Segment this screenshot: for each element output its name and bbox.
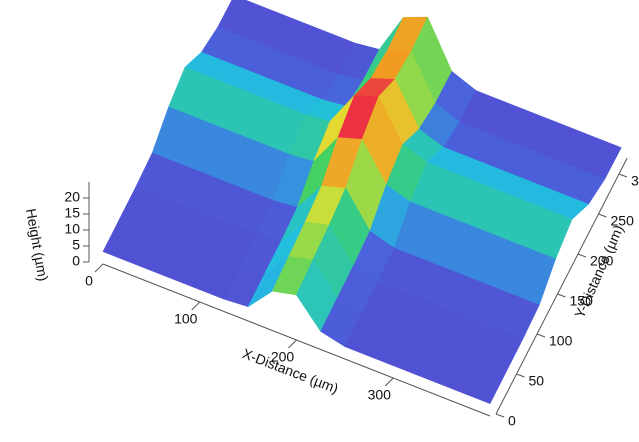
y-tick [536, 333, 546, 338]
y-tick-label: 300 [631, 173, 639, 189]
surface [102, 0, 622, 404]
z-tick-label: 0 [72, 253, 80, 269]
y-tick [618, 173, 628, 178]
y-tick-label: 50 [529, 373, 545, 389]
y-tick-label: 0 [508, 413, 516, 429]
z-tick-label: 10 [64, 221, 80, 237]
y-tick-label: 100 [549, 333, 573, 349]
y-tick [577, 253, 587, 258]
z-tick-label: 15 [64, 205, 80, 221]
y-tick-label: 150 [570, 293, 594, 309]
z-tick-label: 5 [72, 237, 80, 253]
x-tick-label: 0 [85, 273, 93, 289]
x-tick [94, 263, 104, 273]
z-axis-label: Height (µm) [23, 207, 52, 282]
z-tick-label: 20 [64, 189, 80, 205]
y-tick-label: 200 [590, 253, 614, 269]
x-tick [384, 377, 394, 387]
x-tick-label: 100 [174, 311, 198, 327]
y-tick [598, 213, 607, 218]
x-tick [288, 339, 297, 349]
y-axis [495, 157, 628, 415]
surface-cell [465, 361, 507, 404]
x-tick-label: 300 [368, 387, 392, 403]
y-tick [557, 293, 566, 298]
y-tick [516, 373, 525, 378]
y-tick-label: 250 [611, 213, 635, 229]
y-tick [495, 413, 505, 418]
axes: 010020030005010015020025030005101520 [64, 157, 639, 429]
x-tick [191, 301, 201, 311]
y-axis-label: Y-Distance (µm) [571, 222, 626, 320]
x-tick-label: 200 [271, 349, 295, 365]
